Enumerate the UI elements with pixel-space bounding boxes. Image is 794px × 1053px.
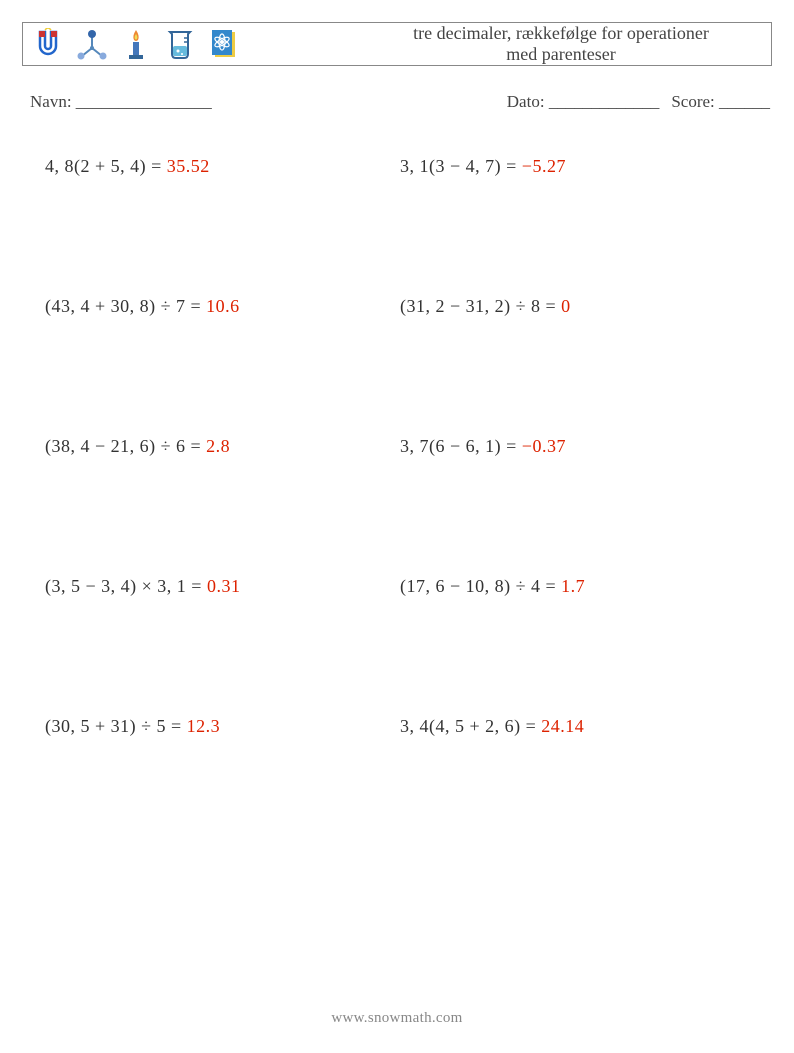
worksheet-title: tre decimaler, rækkefølge for operatione… <box>241 23 771 64</box>
score-field: Score: ______ <box>671 92 770 112</box>
problem-answer: 2.8 <box>206 436 230 456</box>
problem-cell: (17, 6 − 10, 8) ÷ 4 = 1.7 <box>400 576 755 597</box>
problem-cell: (31, 2 − 31, 2) ÷ 8 = 0 <box>400 296 755 317</box>
problem-answer: 0 <box>561 296 571 316</box>
title-line-1: tre decimaler, rækkefølge for operatione… <box>413 23 709 43</box>
problem-cell: 3, 1(3 − 4, 7) = −5.27 <box>400 156 755 177</box>
problem-cell: (30, 5 + 31) ÷ 5 = 12.3 <box>45 716 400 737</box>
problem-cell: (38, 4 − 21, 6) ÷ 6 = 2.8 <box>45 436 400 457</box>
problem-question: (38, 4 − 21, 6) ÷ 6 = <box>45 436 206 456</box>
problem-answer: 0.31 <box>207 576 241 596</box>
problem-cell: 3, 4(4, 5 + 2, 6) = 24.14 <box>400 716 755 737</box>
molecule-icon <box>75 27 109 61</box>
problem-question: 3, 7(6 − 6, 1) = <box>400 436 522 456</box>
problem-row: (30, 5 + 31) ÷ 5 = 12.3 3, 4(4, 5 + 2, 6… <box>45 710 755 850</box>
problem-row: (43, 4 + 30, 8) ÷ 7 = 10.6 (31, 2 − 31, … <box>45 290 755 430</box>
atom-book-icon <box>207 27 241 61</box>
problem-cell: 4, 8(2 + 5, 4) = 35.52 <box>45 156 400 177</box>
problem-question: 4, 8(2 + 5, 4) = <box>45 156 167 176</box>
problems-grid: 4, 8(2 + 5, 4) = 35.52 3, 1(3 − 4, 7) = … <box>45 150 755 850</box>
problem-cell: (43, 4 + 30, 8) ÷ 7 = 10.6 <box>45 296 400 317</box>
date-label: Dato: <box>507 92 545 111</box>
score-blank: ______ <box>719 92 770 111</box>
problem-answer: 35.52 <box>167 156 210 176</box>
problem-question: (17, 6 − 10, 8) ÷ 4 = <box>400 576 561 596</box>
header-icons <box>23 27 241 61</box>
score-label: Score: <box>671 92 714 111</box>
meta-row: Navn: ________________ Dato: ___________… <box>30 92 770 112</box>
problem-answer: −0.37 <box>522 436 566 456</box>
magnet-icon <box>31 27 65 61</box>
header-box: tre decimaler, rækkefølge for operatione… <box>22 22 772 66</box>
problem-answer: 10.6 <box>206 296 240 316</box>
problem-question: 3, 4(4, 5 + 2, 6) = <box>400 716 541 736</box>
problem-cell: 3, 7(6 − 6, 1) = −0.37 <box>400 436 755 457</box>
name-field: Navn: ________________ <box>30 92 507 112</box>
name-label: Navn: <box>30 92 72 111</box>
date-field: Dato: _____________ <box>507 92 660 112</box>
problem-answer: 1.7 <box>561 576 585 596</box>
problem-question: 3, 1(3 − 4, 7) = <box>400 156 522 176</box>
beaker-icon <box>163 27 197 61</box>
problem-answer: 12.3 <box>187 716 221 736</box>
date-blank: _____________ <box>549 92 660 111</box>
problem-question: (31, 2 − 31, 2) ÷ 8 = <box>400 296 561 316</box>
problem-question: (30, 5 + 31) ÷ 5 = <box>45 716 187 736</box>
footer-url: www.snowmath.com <box>0 1010 794 1027</box>
problem-answer: −5.27 <box>522 156 566 176</box>
name-blank: ________________ <box>76 92 212 111</box>
problem-row: (38, 4 − 21, 6) ÷ 6 = 2.8 3, 7(6 − 6, 1)… <box>45 430 755 570</box>
problem-cell: (3, 5 − 3, 4) × 3, 1 = 0.31 <box>45 576 400 597</box>
title-line-2: med parenteser <box>506 44 615 64</box>
burner-icon <box>119 27 153 61</box>
problem-question: (3, 5 − 3, 4) × 3, 1 = <box>45 576 207 596</box>
problem-answer: 24.14 <box>541 716 584 736</box>
problem-question: (43, 4 + 30, 8) ÷ 7 = <box>45 296 206 316</box>
problem-row: (3, 5 − 3, 4) × 3, 1 = 0.31 (17, 6 − 10,… <box>45 570 755 710</box>
problem-row: 4, 8(2 + 5, 4) = 35.52 3, 1(3 − 4, 7) = … <box>45 150 755 290</box>
